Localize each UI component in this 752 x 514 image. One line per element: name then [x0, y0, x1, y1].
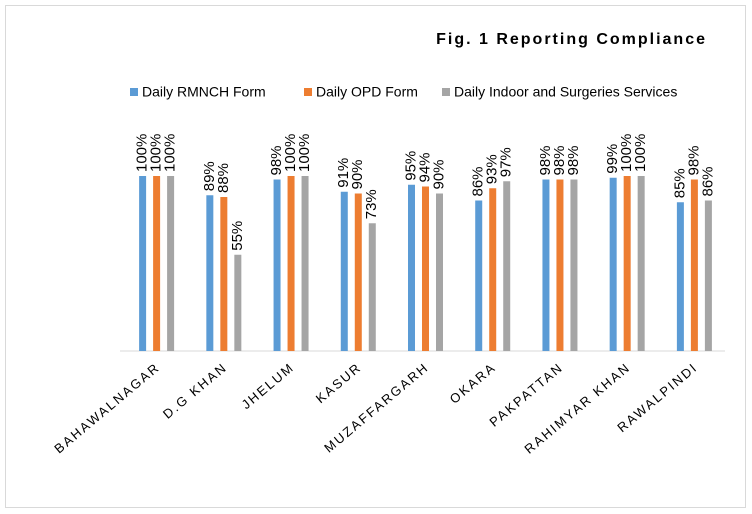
bar: [475, 200, 483, 351]
bar: [690, 179, 698, 351]
bar: [570, 179, 578, 351]
bar: [556, 179, 564, 351]
bar: [542, 179, 550, 351]
data-label: 98%: [685, 145, 702, 175]
legend-label: Daily RMNCH Form: [142, 84, 266, 100]
bar: [220, 197, 228, 351]
data-label: 100%: [618, 134, 635, 172]
bar: [422, 186, 429, 351]
data-label: 89%: [201, 161, 218, 191]
data-label: 86%: [470, 166, 487, 196]
legend-label: Daily Indoor and Surgeries Services: [454, 84, 677, 100]
bar: [489, 188, 497, 351]
data-label: 95%: [402, 151, 419, 181]
bar: [234, 254, 242, 351]
legend-swatch: [304, 88, 312, 96]
data-label: 100%: [134, 134, 151, 172]
legend-swatch: [130, 88, 138, 96]
chart-title: Fig. 1 Reporting Compliance: [436, 31, 707, 48]
data-label: 98%: [537, 145, 554, 175]
data-label: 73%: [363, 189, 380, 219]
data-label: 100%: [148, 134, 165, 172]
data-label: 100%: [296, 134, 313, 172]
data-label: 97%: [498, 147, 515, 177]
bar: [354, 193, 362, 351]
bar: [503, 181, 511, 351]
bar: [637, 176, 645, 351]
bar: [340, 191, 348, 351]
bar: [273, 179, 281, 351]
bar: [206, 195, 214, 351]
data-label: 90%: [349, 159, 366, 189]
bar: [609, 177, 617, 351]
bar: [153, 176, 161, 351]
bar: [368, 223, 376, 351]
data-label: 94%: [416, 152, 433, 182]
bar: [623, 176, 631, 351]
data-label: 86%: [699, 166, 716, 196]
bar: [167, 176, 175, 351]
data-label: 98%: [565, 145, 582, 175]
legend-swatch: [442, 88, 450, 96]
data-label: 100%: [162, 134, 179, 172]
bar: [408, 184, 415, 351]
bar: [704, 200, 712, 351]
data-label: 99%: [604, 144, 621, 174]
bar: [287, 176, 295, 351]
data-label: 93%: [484, 154, 501, 184]
bar: [676, 202, 684, 351]
bar: [139, 176, 147, 351]
bar: [301, 176, 309, 351]
data-label: 98%: [268, 145, 285, 175]
data-label: 90%: [430, 159, 447, 189]
data-label: 98%: [551, 145, 568, 175]
data-label: 85%: [671, 168, 688, 198]
data-label: 100%: [282, 134, 299, 172]
bar: [436, 193, 443, 351]
data-label: 55%: [229, 221, 246, 251]
legend-label: Daily OPD Form: [316, 84, 418, 100]
data-label: 100%: [632, 134, 649, 172]
data-label: 88%: [215, 163, 232, 193]
data-label: 91%: [335, 158, 352, 188]
